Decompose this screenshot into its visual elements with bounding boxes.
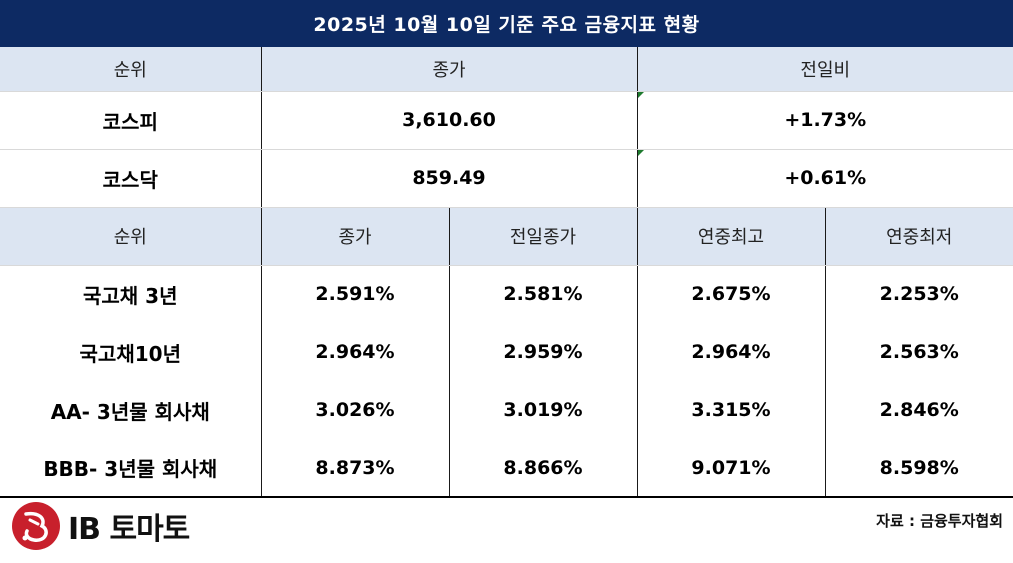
index-change: +1.73% <box>636 91 1013 150</box>
bond-prev-close: 8.866% <box>448 439 637 498</box>
index-name: 코스피 <box>0 91 261 150</box>
bond-year-low: 2.846% <box>824 381 1013 439</box>
bond-row: AA- 3년물 회사채 3.026% 3.019% 3.315% 2.846% <box>0 381 1013 439</box>
bond-year-high: 9.071% <box>636 439 825 498</box>
header-year-high: 연중최고 <box>636 207 825 266</box>
bond-prev-close: 3.019% <box>448 381 637 439</box>
index-header-row: 순위 종가 전일비 <box>0 47 1013 92</box>
indicator-table: 순위 종가 전일비 코스피 3,610.60 +1.73% 코스닥 859.49… <box>0 47 1013 498</box>
header-close: 종가 <box>260 47 637 92</box>
bond-close: 8.873% <box>260 439 449 498</box>
index-close: 859.49 <box>260 149 637 208</box>
bond-year-low: 2.253% <box>824 265 1013 323</box>
bond-year-low: 8.598% <box>824 439 1013 498</box>
header-prev-close: 전일종가 <box>448 207 637 266</box>
index-change: +0.61% <box>636 149 1013 208</box>
bond-row: 국고채10년 2.964% 2.959% 2.964% 2.563% <box>0 323 1013 381</box>
index-name: 코스닥 <box>0 149 261 208</box>
bond-year-high: 2.675% <box>636 265 825 323</box>
bond-name: 국고채10년 <box>79 341 181 366</box>
source-note: 자료 : 금융투자협회 <box>876 512 1003 530</box>
bond-prev-close: 2.959% <box>448 323 637 381</box>
header-rank: 순위 <box>0 207 261 266</box>
bond-close: 2.591% <box>260 265 449 323</box>
logo-text: IB 토마토 <box>68 512 190 547</box>
bond-name: BBB- 3년물 회사채 <box>0 439 261 498</box>
header-close: 종가 <box>260 207 449 266</box>
index-row: 코스피 3,610.60 +1.73% <box>0 91 1013 150</box>
header-year-low: 연중최저 <box>824 207 1013 266</box>
bond-row: BBB- 3년물 회사채 8.873% 8.866% 9.071% 8.598% <box>0 439 1013 498</box>
bond-year-high: 3.315% <box>636 381 825 439</box>
bond-year-high: 2.964% <box>636 323 825 381</box>
bond-year-low: 2.563% <box>824 323 1013 381</box>
bond-row: 국고채 3년 2.591% 2.581% 2.675% 2.253% <box>0 265 1013 323</box>
bond-name: AA- 3년물 회사채 <box>50 399 210 424</box>
header-rank: 순위 <box>0 47 261 92</box>
page-title: 2025년 10월 10일 기준 주요 금융지표 현황 <box>0 0 1013 47</box>
bond-close: 3.026% <box>260 381 449 439</box>
bond-prev-close: 2.581% <box>448 265 637 323</box>
header-change: 전일비 <box>636 47 1013 92</box>
bond-close: 2.964% <box>260 323 449 381</box>
bond-name: 국고채 3년 <box>83 283 178 308</box>
index-row: 코스닥 859.49 +0.61% <box>0 149 1013 208</box>
brand-logo: IB 토마토 <box>12 500 190 552</box>
bond-header-row: 순위 종가 전일종가 연중최고 연중최저 <box>0 207 1013 266</box>
tomato-logo-icon <box>12 502 60 550</box>
index-close: 3,610.60 <box>260 91 637 150</box>
